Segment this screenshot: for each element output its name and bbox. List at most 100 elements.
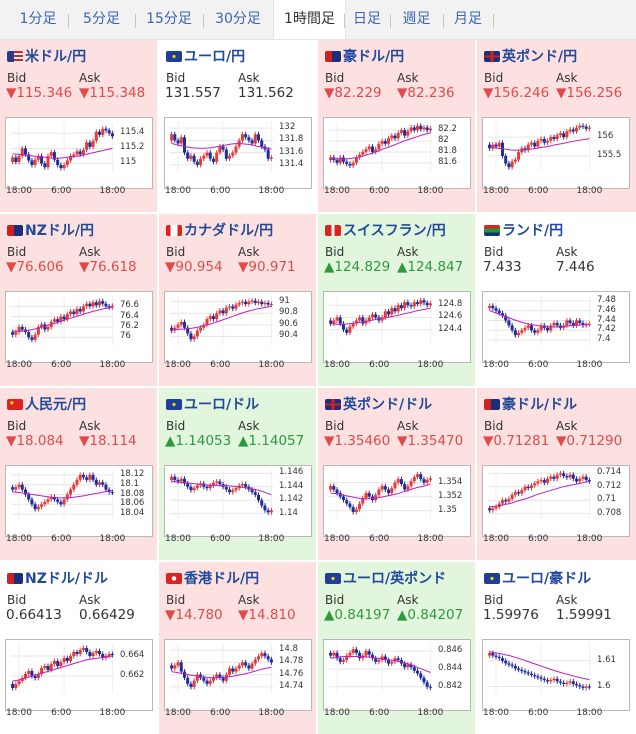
candle-body	[419, 474, 423, 480]
tab-4[interactable]: 30分足	[215, 11, 261, 27]
currency-pair-link[interactable]: 香港ドル/円	[166, 568, 259, 587]
candle-body	[565, 131, 569, 138]
currency-pair-link[interactable]: 英ポンド/ドル	[325, 394, 432, 413]
candle-body	[562, 473, 566, 477]
price-chart[interactable]: 124.8 124.6 124.4	[323, 291, 471, 363]
currency-panel: カナダドル/円 Bid Ask ▼90.954 ▼90.971 91 90.8 90.6 90.…	[159, 214, 316, 386]
candle-body	[173, 665, 177, 669]
candle-body	[182, 671, 186, 678]
candle-body	[43, 163, 47, 168]
price-chart[interactable]: 91 90.8 90.6 90.4	[164, 291, 312, 363]
candle-body	[101, 301, 105, 304]
price-chart[interactable]: 1.61 1.6	[482, 639, 630, 711]
candle-body	[393, 135, 397, 139]
currency-pair-link[interactable]: ユーロ/円	[166, 46, 245, 65]
tab-1[interactable]: 1分足	[19, 11, 57, 27]
y-tick-label: 0.846	[438, 645, 463, 656]
candle-body	[517, 492, 521, 494]
candle-body	[231, 668, 235, 672]
x-tick-label: 6:00	[51, 708, 72, 718]
currency-pair-link[interactable]: ランド/円	[484, 220, 563, 239]
price-chart[interactable]: 0.664 0.662	[5, 639, 153, 711]
candle-body	[587, 480, 591, 482]
candle-body	[555, 678, 559, 682]
tab-2[interactable]: 5分足	[83, 11, 120, 27]
price-chart[interactable]: 156 155.5	[482, 117, 630, 189]
candle-body	[263, 302, 267, 305]
currency-pair-link[interactable]: 英ポンド/円	[484, 46, 577, 65]
y-tick-label: 131.8	[279, 134, 304, 145]
candle-body	[253, 492, 257, 495]
candle-body	[565, 476, 569, 478]
moving-average-line	[330, 483, 431, 500]
candle-body	[533, 674, 537, 677]
bid-label: Bid	[7, 419, 27, 433]
currency-pair-link[interactable]: 豪ドル/円	[325, 46, 404, 65]
candle-body	[228, 306, 232, 308]
candle-body	[571, 129, 575, 132]
candle-body	[341, 660, 345, 662]
ask-label: Ask	[79, 245, 101, 259]
candle-body	[494, 506, 498, 509]
currency-pair-link[interactable]: カナダドル/円	[166, 220, 273, 239]
price-chart[interactable]: 7.48 7.46 7.44 7.42 7.4	[482, 291, 630, 363]
price-chart[interactable]: 18.12 18.1 18.08 18.06 18.04	[5, 465, 153, 537]
candle-body	[370, 146, 374, 152]
moving-average-line	[489, 651, 590, 681]
candle-body	[221, 146, 225, 150]
candle-body	[406, 302, 410, 306]
candle-body	[69, 311, 73, 315]
candle-body	[36, 326, 40, 335]
y-tick-label: 90.8	[279, 307, 298, 318]
currency-pair-link[interactable]: ユーロ/豪ドル	[484, 568, 591, 587]
candle-body	[202, 677, 206, 681]
x-tick-label: 6:00	[210, 360, 231, 370]
tab-3[interactable]: 15分足	[146, 11, 192, 27]
candle-body	[558, 133, 562, 136]
currency-pair-link[interactable]: 人民元/円	[7, 394, 86, 413]
y-tick-label: 0.664	[120, 650, 145, 660]
currency-pair-link[interactable]: NZドル/円	[7, 220, 94, 239]
currency-pair-link[interactable]: スイスフラン/円	[325, 220, 446, 239]
price-chart[interactable]: 1.146 1.144 1.142 1.14	[164, 465, 312, 537]
candle-body	[208, 680, 212, 684]
price-chart[interactable]: 1.354 1.352 1.35	[323, 465, 471, 537]
tab-7[interactable]: 週足	[402, 11, 431, 27]
candle-body	[85, 142, 89, 150]
candle-body	[546, 140, 550, 143]
currency-panel: 米ドル/円 Bid Ask ▼115.346 ▼115.348 115.4 115.2 115…	[0, 40, 157, 212]
price-chart[interactable]: 14.8 14.78 14.76 14.74	[164, 639, 312, 711]
price-chart[interactable]: 115.4 115.2 115	[5, 117, 153, 189]
ch-flag-icon	[325, 225, 341, 236]
candle-body	[224, 674, 228, 681]
y-tick-label: 18.1	[120, 478, 139, 489]
candle-body	[383, 486, 387, 490]
candle-body	[568, 681, 572, 683]
candle-body	[345, 161, 349, 164]
candle-body	[416, 125, 420, 131]
price-chart[interactable]: 132 131.8 131.6 131.4	[164, 117, 312, 189]
y-tick-label: 1.144	[279, 480, 304, 491]
currency-pair-link[interactable]: 米ドル/円	[7, 46, 86, 65]
price-chart[interactable]: 0.846 0.844 0.842	[323, 639, 471, 711]
price-chart[interactable]: 82.2 82 81.8 81.6	[323, 117, 471, 189]
currency-pair-link[interactable]: NZドル/ドル	[7, 568, 108, 587]
currency-pair-link[interactable]: ユーロ/英ポンド	[325, 568, 446, 587]
candle-body	[513, 330, 517, 336]
tab-5[interactable]: 1時間足	[273, 0, 346, 39]
price-chart[interactable]: 76.6 76.4 76.2 76	[5, 291, 153, 363]
price-chart[interactable]: 0.714 0.712 0.71 0.708	[482, 465, 630, 537]
currency-pair-link[interactable]: ユーロ/ドル	[166, 394, 259, 413]
candle-body	[189, 486, 193, 491]
candle-body	[539, 138, 543, 141]
y-tick-label: 1.6	[597, 680, 611, 691]
candle-body	[497, 310, 501, 314]
currency-pair-link[interactable]: 豪ドル/ドル	[484, 394, 577, 413]
candle-body	[412, 477, 416, 482]
candle-body	[240, 134, 244, 141]
tab-6[interactable]: 日足	[353, 11, 381, 27]
x-tick-label: 18:00	[165, 534, 191, 544]
candle-body	[189, 333, 193, 340]
tab-8[interactable]: 月足	[454, 11, 482, 27]
candle-body	[513, 159, 517, 162]
